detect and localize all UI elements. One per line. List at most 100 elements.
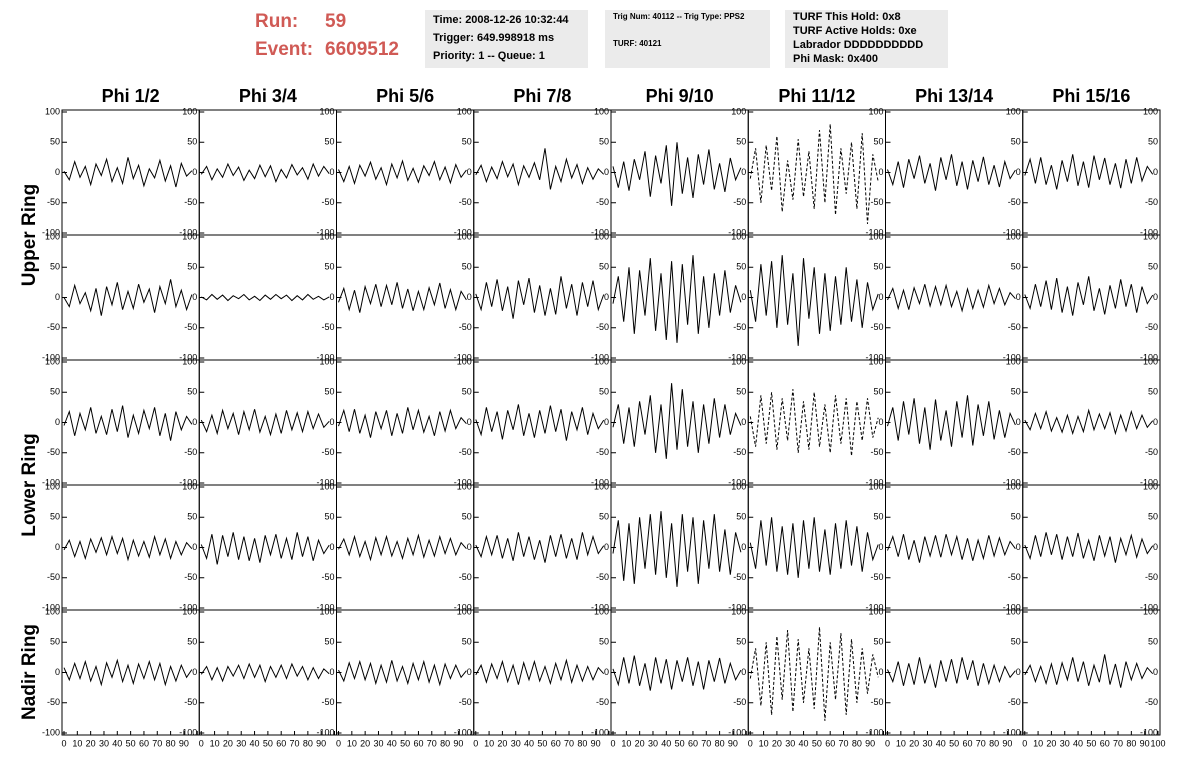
y-tick-label: 0 — [329, 667, 334, 677]
y-tick-label: -50 — [321, 572, 334, 582]
x-tick-label: 80 — [166, 738, 176, 748]
y-tick-label: -50 — [47, 197, 60, 207]
x-tick-label: 50 — [949, 738, 959, 748]
x-tick-label: 20 — [909, 738, 919, 748]
y-tick-label: 50 — [324, 637, 334, 647]
x-tick-label: 50 — [263, 738, 273, 748]
y-tick-label: 100 — [731, 356, 746, 366]
y-tick-label: 0 — [467, 292, 472, 302]
info-line: Trigger: 649.998918 ms — [433, 32, 554, 44]
y-tick-label: 50 — [1148, 262, 1158, 272]
x-tick-label: 10 — [72, 738, 82, 748]
y-tick-label: -50 — [870, 697, 883, 707]
y-tick-label: 100 — [868, 231, 883, 241]
waveform — [201, 293, 330, 302]
run-number: 59 — [325, 11, 346, 32]
y-tick-label: 100 — [319, 606, 334, 616]
column-title: Phi 7/8 — [513, 86, 571, 106]
y-tick-label: 0 — [604, 417, 609, 427]
y-tick-label: 50 — [50, 387, 60, 397]
y-tick-label: 100 — [594, 231, 609, 241]
y-tick-label: 50 — [187, 512, 197, 522]
info-line: Labrador DDDDDDDDDD — [793, 39, 923, 51]
y-tick-label: 50 — [50, 637, 60, 647]
x-tick-label: 20 — [497, 738, 507, 748]
y-tick-label: -50 — [870, 197, 883, 207]
x-tick-label: 10 — [621, 738, 631, 748]
y-tick-label: -100 — [179, 227, 197, 237]
y-tick-label: -100 — [179, 477, 197, 487]
y-tick-label: 50 — [599, 387, 609, 397]
y-tick-label: -100 — [591, 602, 609, 612]
x-tick-label: 50 — [812, 738, 822, 748]
x-tick-label: 70 — [1113, 738, 1123, 748]
x-tick-label: 0 — [199, 738, 204, 748]
y-tick-label: 100 — [1006, 356, 1021, 366]
y-tick-label: 50 — [1148, 387, 1158, 397]
y-tick-label: 100 — [594, 106, 609, 116]
x-tick-label: 80 — [577, 738, 587, 748]
y-tick-label: -100 — [179, 602, 197, 612]
y-tick-label: -50 — [1008, 322, 1021, 332]
y-tick-label: 50 — [1148, 512, 1158, 522]
y-tick-label: 100 — [594, 481, 609, 491]
y-tick-label: -100 — [42, 727, 60, 737]
y-tick-label: -50 — [1145, 322, 1158, 332]
info-line: TURF This Hold: 0x8 — [793, 11, 901, 23]
x-tick-label: 40 — [799, 738, 809, 748]
waveform — [200, 162, 330, 183]
y-tick-label: 0 — [1153, 542, 1158, 552]
y-tick-label: 100 — [457, 606, 472, 616]
y-tick-label: -50 — [459, 322, 472, 332]
y-tick-label: -50 — [1008, 447, 1021, 457]
y-tick-label: -100 — [42, 352, 60, 362]
y-tick-label: 0 — [1153, 167, 1158, 177]
info-box — [425, 10, 588, 68]
y-tick-label: 100 — [731, 606, 746, 616]
y-tick-label: 0 — [1016, 417, 1021, 427]
y-tick-label: -50 — [1008, 697, 1021, 707]
waveform — [749, 389, 879, 456]
waveform — [887, 657, 1016, 688]
y-tick-label: -100 — [179, 727, 197, 737]
x-tick-label: 60 — [139, 738, 149, 748]
y-tick-label: -50 — [184, 697, 197, 707]
y-tick-label: 50 — [462, 387, 472, 397]
run-label: Run: — [255, 11, 298, 32]
panel-frame — [198, 484, 337, 611]
y-tick-label: -50 — [184, 197, 197, 207]
x-tick-label: 90 — [316, 738, 326, 748]
y-tick-label: 100 — [1006, 106, 1021, 116]
y-tick-label: 100 — [45, 356, 60, 366]
y-tick-label: 0 — [741, 667, 746, 677]
waveform — [63, 279, 193, 316]
y-tick-label: -50 — [1008, 572, 1021, 582]
y-tick-label: -100 — [454, 727, 472, 737]
x-tick-label: 10 — [759, 738, 769, 748]
y-tick-label: -50 — [596, 322, 609, 332]
y-tick-label: -100 — [591, 477, 609, 487]
y-tick-label: 100 — [457, 231, 472, 241]
x-tick-label: 40 — [1073, 738, 1083, 748]
y-tick-label: 100 — [1006, 481, 1021, 491]
ring-label: Lower Ring — [19, 433, 40, 536]
y-tick-label: -50 — [1145, 697, 1158, 707]
column-title: Phi 11/12 — [778, 86, 855, 106]
x-tick-label: 80 — [1126, 738, 1136, 748]
x-tick-label: 30 — [922, 738, 932, 748]
y-tick-label: -50 — [184, 322, 197, 332]
y-tick-label: 50 — [736, 512, 746, 522]
x-tick-label: 10 — [210, 738, 220, 748]
x-tick-label: 70 — [701, 738, 711, 748]
y-tick-label: -100 — [728, 477, 746, 487]
y-tick-label: 50 — [187, 637, 197, 647]
y-tick-label: -50 — [733, 447, 746, 457]
x-tick-label: 60 — [276, 738, 286, 748]
y-tick-label: 0 — [1016, 542, 1021, 552]
y-tick-label: 0 — [192, 167, 197, 177]
waveform — [200, 662, 330, 684]
x-tick-label: 30 — [648, 738, 658, 748]
waveform — [1024, 654, 1154, 688]
y-tick-label: 100 — [1143, 106, 1158, 116]
